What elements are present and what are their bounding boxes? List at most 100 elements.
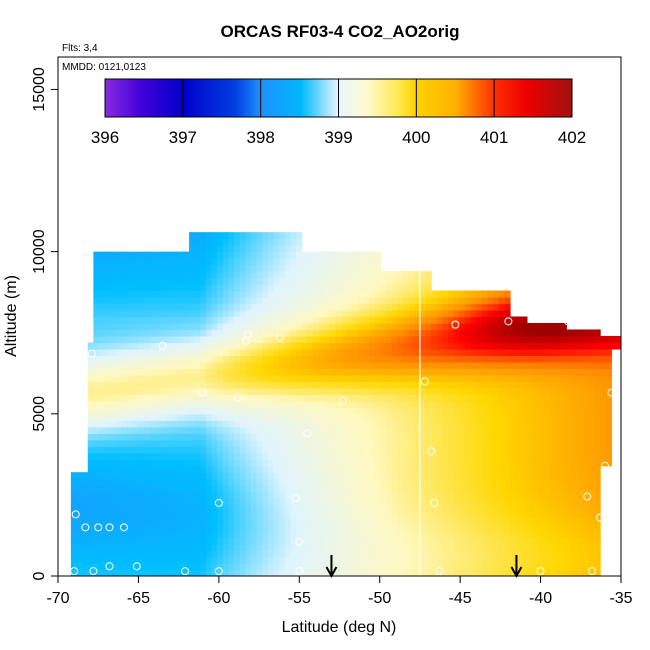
- field-cell: [436, 335, 444, 344]
- field-cell: [115, 316, 123, 324]
- field-cell: [127, 316, 134, 324]
- field-cell: [431, 335, 438, 344]
- field-cell: [470, 381, 477, 389]
- field-cell: [425, 439, 432, 447]
- field-cell: [93, 537, 100, 545]
- field-cell: [205, 238, 213, 246]
- field-cell: [341, 387, 348, 395]
- field-cell: [481, 459, 489, 467]
- field-cell: [144, 524, 151, 532]
- field-cell: [160, 550, 168, 558]
- field-cell: [391, 439, 399, 447]
- field-cell: [436, 550, 444, 558]
- field-cell: [358, 400, 365, 408]
- field-cell: [296, 310, 303, 318]
- field-cell: [251, 420, 258, 428]
- sample-points: [70, 252, 616, 576]
- field-cell: [115, 439, 123, 447]
- field-cell: [318, 284, 325, 292]
- field-cell: [538, 524, 545, 532]
- field-cell: [363, 277, 370, 285]
- field-cell: [189, 413, 196, 421]
- field-cell: [132, 264, 140, 272]
- field-cell: [453, 465, 460, 473]
- field-cell: [121, 381, 128, 389]
- field-cell: [132, 426, 140, 434]
- field-cell: [189, 537, 196, 545]
- field-cell: [222, 433, 230, 441]
- field-cell: [228, 361, 235, 369]
- field-cell: [442, 472, 449, 480]
- field-cell: [380, 329, 387, 337]
- field-cell: [155, 413, 162, 421]
- field-cell: [93, 368, 100, 376]
- field-cell: [493, 342, 500, 350]
- field-cell: [211, 426, 218, 434]
- field-cell: [211, 498, 218, 506]
- field-cell: [577, 452, 584, 460]
- field-cell: [239, 303, 246, 311]
- field-cell: [459, 498, 466, 506]
- field-cell: [346, 322, 353, 331]
- field-cell: [397, 335, 404, 344]
- field-cell: [363, 472, 370, 480]
- field-cell: [442, 439, 449, 447]
- field-cell: [138, 530, 145, 538]
- field-cell: [515, 543, 522, 551]
- field-cell: [448, 394, 455, 402]
- field-cell: [132, 459, 140, 467]
- field-cell: [464, 433, 472, 441]
- field-cell: [251, 277, 258, 285]
- field-cell: [121, 348, 128, 357]
- field-cell: [521, 316, 528, 324]
- field-cell: [104, 251, 111, 259]
- field-cell: [521, 374, 528, 382]
- field-cell: [144, 342, 151, 350]
- field-cell: [234, 485, 241, 493]
- field-cell: [521, 361, 528, 369]
- field-cell: [358, 498, 365, 506]
- field-cell: [403, 420, 410, 428]
- field-cell: [369, 504, 376, 512]
- field-cell: [262, 361, 269, 369]
- field-cell: [273, 504, 280, 512]
- field-cell: [262, 413, 269, 421]
- field-cell: [391, 420, 399, 428]
- field-cell: [403, 504, 410, 512]
- field-cell: [493, 517, 500, 525]
- field-cell: [205, 316, 213, 324]
- field-cell: [335, 264, 342, 272]
- field-cell: [290, 452, 297, 460]
- field-cell: [256, 530, 263, 538]
- field-cell: [521, 426, 528, 434]
- field-cell: [419, 530, 427, 538]
- field-cell: [217, 303, 224, 311]
- field-cell: [555, 374, 562, 382]
- field-cell: [172, 277, 179, 285]
- field-cell: [335, 329, 342, 337]
- field-cell: [476, 498, 483, 506]
- field-cell: [521, 478, 528, 486]
- field-cell: [82, 485, 89, 493]
- field-cell: [104, 433, 111, 441]
- field-cell: [448, 556, 455, 564]
- field-cell: [464, 420, 472, 428]
- field-cell: [391, 569, 399, 576]
- field-cell: [386, 433, 393, 441]
- field-cell: [234, 413, 241, 421]
- field-cell: [453, 439, 460, 447]
- field-cell: [290, 316, 297, 324]
- field-cell: [369, 537, 376, 545]
- field-cell: [104, 381, 111, 389]
- field-cell: [279, 290, 286, 298]
- field-cell: [301, 394, 308, 402]
- field-cell: [99, 556, 106, 564]
- field-cell: [560, 459, 567, 467]
- field-cell: [149, 543, 156, 551]
- field-cell: [279, 478, 286, 486]
- field-cell: [87, 400, 94, 408]
- field-cell: [251, 394, 258, 402]
- field-cell: [414, 368, 421, 376]
- field-cell: [397, 511, 404, 519]
- field-cell: [290, 530, 297, 538]
